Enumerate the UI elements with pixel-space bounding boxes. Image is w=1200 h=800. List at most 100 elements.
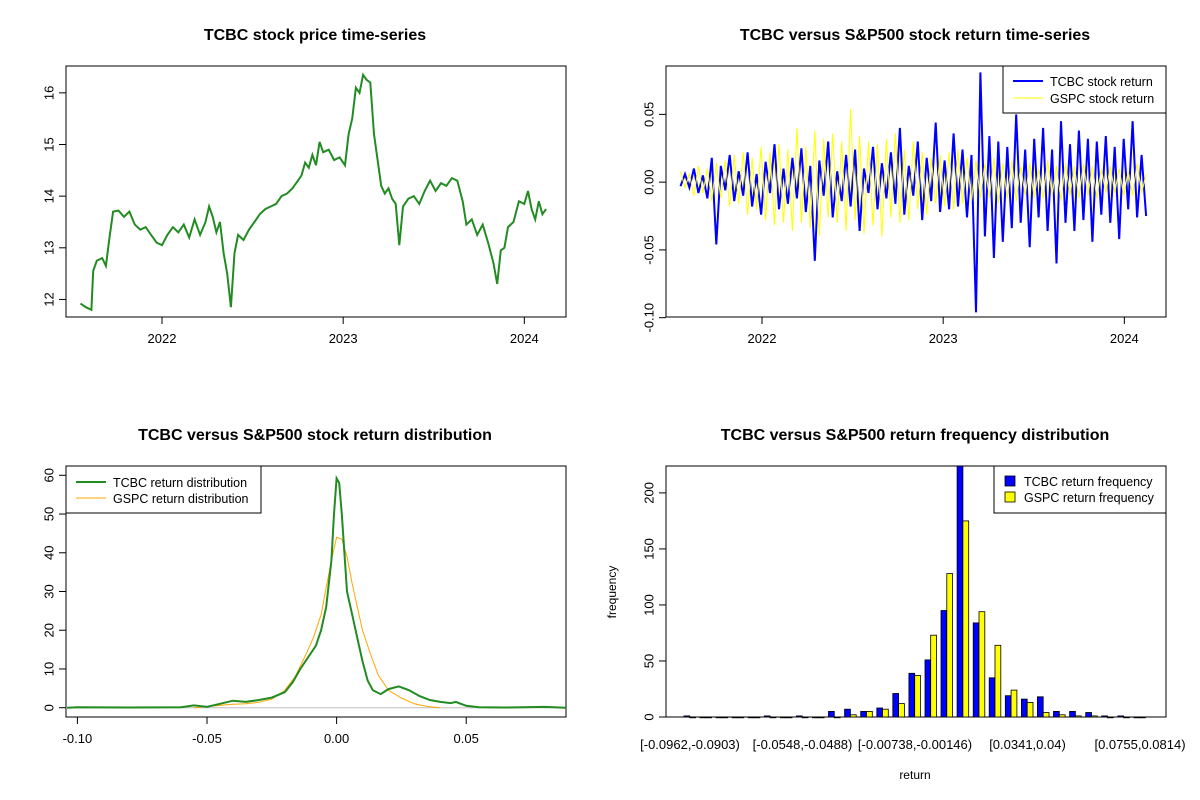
- tcbc-frequency-bar: [940, 610, 948, 718]
- tcbc-return-legend-label: TCBC stock return: [1050, 75, 1153, 89]
- return-chart-title: TCBC versus S&P500 stock return time-ser…: [740, 27, 1090, 44]
- price-y-tick-label: 16: [41, 86, 56, 100]
- tcbc-frequency-bar: [812, 716, 819, 719]
- gspc-frequency-bar: [898, 703, 905, 718]
- frequency-category-label: [-0.00738,-0.00146): [858, 737, 972, 752]
- tcbc-frequency-bar: [699, 716, 707, 719]
- frequency-category-label: [0.0755,0.0814): [1094, 737, 1185, 752]
- tcbc-frequency-bar: [828, 711, 835, 718]
- gspc-frequency-bar: [1107, 716, 1114, 719]
- gspc-frequency-bar: [1042, 712, 1050, 718]
- distribution-legend: TCBC return distribution GSPC return dis…: [65, 465, 262, 514]
- tcbc-frequency-bar: [731, 716, 739, 719]
- return-plot-frame: [665, 65, 1167, 318]
- tcbc-frequency-bar: [972, 622, 980, 718]
- tcbc-distribution-legend-label: TCBC return distribution: [113, 476, 247, 490]
- gspc-frequency-bar: [1058, 714, 1066, 718]
- price-plot-frame: [65, 65, 567, 318]
- gspc-frequency-bar: [994, 644, 1002, 718]
- frequency-legend: TCBC return frequency GSPC return freque…: [993, 465, 1167, 514]
- distribution-x-tick-label: 0.05: [454, 731, 479, 746]
- gspc-frequency-bar: [946, 573, 953, 718]
- gspc-frequency-bar: [1010, 689, 1018, 718]
- tcbc-frequency-bar: [763, 715, 771, 718]
- frequency-x-axis-title: return: [899, 768, 930, 782]
- tcbc-frequency-bar: [1101, 715, 1108, 718]
- gspc-frequency-bar: [817, 716, 825, 719]
- gspc-frequency-bar: [866, 711, 873, 718]
- return-time-series-panel: TCBC versus S&P500 stock return time-ser…: [641, 27, 1167, 346]
- gspc-frequency-bar: [721, 716, 729, 719]
- gspc-return-line: [680, 108, 1147, 237]
- tcbc-frequency-bar: [876, 707, 883, 718]
- return-y-tick-label: 0.00: [641, 169, 656, 194]
- distribution-y-tick-label: 20: [41, 623, 56, 637]
- tcbc-price-line: [79, 72, 547, 312]
- frequency-y-tick-label: 50: [641, 654, 656, 668]
- frequency-chart-title: TCBC versus S&P500 return frequency dist…: [721, 427, 1110, 444]
- distribution-y-tick-label: 30: [41, 584, 56, 598]
- gspc-frequency-bar: [962, 520, 970, 718]
- gspc-frequency-bar: [705, 716, 712, 719]
- return-y-tick-label: -0.05: [641, 235, 656, 265]
- gspc-frequency-bar: [914, 675, 921, 718]
- gspc-frequency-legend-label: GSPC return frequency: [1024, 491, 1155, 505]
- tcbc-frequency-bar: [779, 716, 787, 719]
- gspc-frequency-bar: [833, 716, 841, 719]
- return-x-tick-label: 2022: [748, 331, 777, 346]
- tcbc-frequency-bar: [683, 715, 691, 718]
- tcbc-frequency-bar: [956, 465, 964, 718]
- price-x-tick-label: 2022: [148, 331, 177, 346]
- gspc-frequency-bar: [785, 716, 793, 719]
- tcbc-frequency-bar: [988, 677, 996, 718]
- return-distribution-panel: TCBC versus S&P500 stock return distribu…: [41, 427, 567, 746]
- frequency-y-tick-label: 100: [641, 594, 656, 616]
- gspc-frequency-legend-swatch: [1004, 491, 1016, 503]
- tcbc-frequency-legend-label: TCBC return frequency: [1024, 475, 1153, 489]
- frequency-y-tick-label: 200: [641, 482, 656, 504]
- tcbc-frequency-bar: [1053, 711, 1060, 718]
- distribution-chart-title: TCBC versus S&P500 stock return distribu…: [138, 427, 492, 444]
- price-time-series-panel: TCBC stock price time-series 2022 2023 202…: [41, 27, 567, 346]
- tcbc-frequency-bar: [715, 716, 723, 719]
- frequency-category-label: [0.0341,0.04): [989, 737, 1066, 752]
- gspc-frequency-bar: [1075, 715, 1082, 718]
- gspc-frequency-bar: [930, 634, 937, 718]
- tcbc-frequency-bar: [1117, 715, 1125, 718]
- gspc-return-legend-label: GSPC stock return: [1050, 92, 1154, 106]
- distribution-legend-box: [65, 465, 262, 514]
- tcbc-frequency-legend-swatch: [1004, 475, 1016, 487]
- tcbc-density-line: [66, 475, 567, 709]
- distribution-x-tick-label: -0.10: [63, 731, 93, 746]
- frequency-y-tick-label: 150: [641, 538, 656, 560]
- distribution-x-tick-label: -0.05: [192, 731, 222, 746]
- gspc-frequency-bar: [978, 611, 986, 718]
- price-y-tick-label: 15: [41, 137, 56, 151]
- return-legend: TCBC stock return GSPC stock return: [1002, 65, 1167, 114]
- distribution-y-tick-label: 50: [41, 507, 56, 521]
- price-x-tick-label: 2023: [329, 331, 358, 346]
- tcbc-frequency-bar: [844, 708, 851, 718]
- return-y-tick-label: -0.10: [641, 303, 656, 333]
- price-y-tick-label: 12: [41, 292, 56, 306]
- gspc-frequency-bar: [801, 716, 809, 719]
- gspc-frequency-bar: [769, 716, 777, 719]
- tcbc-frequency-bar: [747, 716, 755, 719]
- tcbc-frequency-bar: [1133, 716, 1141, 719]
- gspc-frequency-bar: [753, 716, 761, 719]
- distribution-y-tick-label: 60: [41, 468, 56, 482]
- tcbc-frequency-bar: [924, 659, 932, 718]
- frequency-y-axis-title: frequency: [605, 566, 619, 619]
- gspc-frequency-bar: [1091, 715, 1098, 718]
- tcbc-frequency-bar: [1085, 712, 1092, 718]
- distribution-y-tick-label: 0: [41, 704, 56, 711]
- gspc-frequency-bar: [1139, 716, 1146, 719]
- frequency-category-label: [-0.0962,-0.0903): [640, 737, 740, 752]
- price-x-tick-label: 2024: [510, 331, 539, 346]
- tcbc-frequency-bar: [1004, 695, 1012, 718]
- gspc-frequency-bar: [689, 716, 696, 719]
- distribution-y-tick-label: 10: [41, 662, 56, 676]
- frequency-y-tick-label: 0: [641, 713, 656, 720]
- price-y-tick-label: 14: [41, 189, 56, 203]
